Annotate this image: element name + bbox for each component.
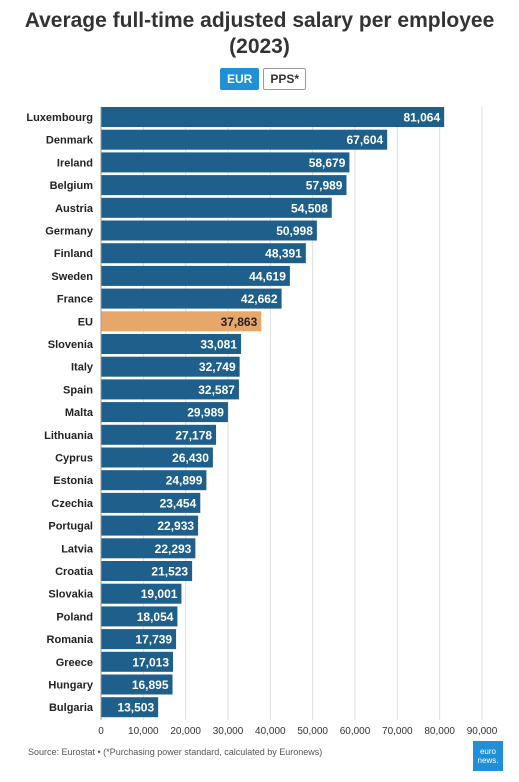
data-label: 19,001 <box>141 587 178 601</box>
category-label: Slovenia <box>48 339 94 351</box>
euronews-logo: euro news. <box>473 741 503 771</box>
category-label: Croatia <box>55 566 94 578</box>
bar <box>101 356 240 377</box>
bar <box>101 402 228 423</box>
category-label: Belgium <box>50 180 94 192</box>
toggle-pps-button[interactable]: PPS* <box>263 68 307 90</box>
bar <box>101 470 207 491</box>
category-label: Ireland <box>57 157 93 169</box>
category-label: EU <box>78 316 93 328</box>
bar <box>101 583 182 604</box>
data-label: 48,391 <box>265 247 302 261</box>
category-label: Portugal <box>48 521 93 533</box>
data-label: 23,454 <box>160 496 197 510</box>
bar <box>101 629 177 650</box>
source-note: Source: Eurostat • (*Purchasing power st… <box>28 747 323 757</box>
data-label: 32,587 <box>198 383 235 397</box>
x-tick-label: 0 <box>98 726 104 737</box>
bar <box>101 152 350 173</box>
data-label: 67,604 <box>346 133 383 147</box>
category-label: Romania <box>47 634 94 646</box>
bar <box>101 447 213 468</box>
data-label: 13,503 <box>117 701 154 715</box>
category-label: Slovakia <box>48 589 94 601</box>
category-label: Italy <box>71 362 94 374</box>
data-label: 42,662 <box>241 292 278 306</box>
bar <box>101 197 332 218</box>
x-tick-label: 70,000 <box>382 726 413 737</box>
bar <box>101 606 178 627</box>
category-label: Hungary <box>48 680 94 692</box>
data-label: 18,054 <box>137 610 174 624</box>
data-label: 33,081 <box>200 338 237 352</box>
x-tick-label: 20,000 <box>170 726 201 737</box>
category-label: Spain <box>63 384 93 396</box>
data-label: 37,863 <box>221 315 258 329</box>
bar <box>101 515 199 536</box>
data-label: 54,508 <box>291 201 328 215</box>
data-label: 44,619 <box>249 269 286 283</box>
category-label: Latvia <box>61 543 94 555</box>
x-tick-label: 80,000 <box>424 726 455 737</box>
x-tick-label: 50,000 <box>297 726 328 737</box>
toggle-eur-button[interactable]: EUR <box>220 68 260 90</box>
bar <box>101 288 282 309</box>
category-label: Austria <box>55 203 94 215</box>
data-label: 22,293 <box>155 542 192 556</box>
data-label: 26,430 <box>172 451 209 465</box>
category-label: Malta <box>65 407 94 419</box>
data-label: 27,178 <box>175 428 212 442</box>
bar <box>101 334 242 354</box>
category-label: France <box>57 294 93 306</box>
bar <box>101 175 347 196</box>
bar <box>101 107 445 127</box>
category-label: Finland <box>54 248 93 260</box>
bar <box>101 220 317 241</box>
data-label: 29,989 <box>187 406 224 420</box>
x-tick-label: 10,000 <box>128 726 159 737</box>
category-label: Estonia <box>53 475 94 487</box>
data-label: 17,013 <box>132 655 169 669</box>
data-label: 17,739 <box>135 633 172 647</box>
category-label: Denmark <box>46 135 94 147</box>
bar <box>101 424 217 445</box>
category-label: Germany <box>45 226 94 238</box>
category-label: Cyprus <box>55 453 93 465</box>
bar <box>101 379 239 400</box>
category-label: Sweden <box>51 271 93 283</box>
data-label: 32,749 <box>199 360 236 374</box>
bar <box>101 265 290 286</box>
bar <box>101 697 159 718</box>
bar <box>101 538 196 559</box>
bar <box>101 311 262 332</box>
bar <box>101 561 193 581</box>
bar <box>101 129 388 150</box>
category-label: Bulgaria <box>49 702 94 714</box>
x-tick-label: 40,000 <box>255 726 286 737</box>
category-label: Czechia <box>51 498 93 510</box>
bar <box>101 651 174 672</box>
data-label: 57,989 <box>306 179 343 193</box>
data-label: 50,998 <box>276 224 313 238</box>
x-tick-label: 30,000 <box>213 726 244 737</box>
currency-toggle: EUR PPS* <box>220 68 307 90</box>
category-label: Lithuania <box>44 430 94 442</box>
data-label: 81,064 <box>403 111 440 125</box>
chart-title: Average full-time adjusted salary per em… <box>24 9 495 58</box>
x-tick-label: 90,000 <box>467 726 498 737</box>
data-label: 22,933 <box>157 519 194 533</box>
data-label: 16,895 <box>132 678 169 692</box>
data-label: 21,523 <box>151 565 188 579</box>
bar <box>101 492 201 513</box>
category-label: Luxembourg <box>26 112 93 124</box>
data-label: 58,679 <box>309 156 346 170</box>
bar <box>101 674 173 695</box>
bar-chart: 0 10,000 20,000 30,000 40,000 50,000 60,000 70,… <box>26 107 498 737</box>
data-label: 24,899 <box>166 474 203 488</box>
x-tick-label: 60,000 <box>340 726 371 737</box>
category-label: Greece <box>56 657 93 669</box>
category-label: Poland <box>56 611 93 623</box>
bar <box>101 243 306 264</box>
